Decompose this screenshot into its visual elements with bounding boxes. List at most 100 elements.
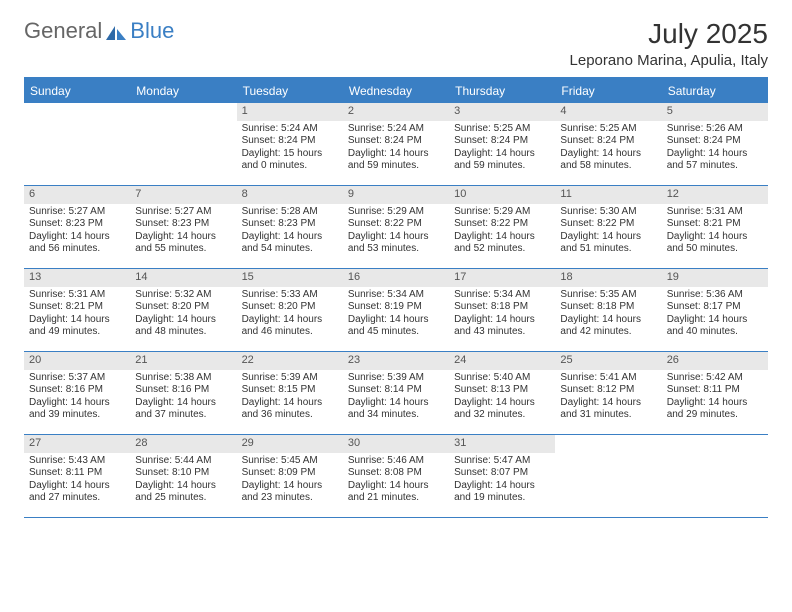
weekday-header: Sunday <box>24 79 130 103</box>
day-cell <box>130 103 236 185</box>
day-cell: 25Sunrise: 5:41 AMSunset: 8:12 PMDayligh… <box>555 352 661 434</box>
day-line: Daylight: 14 hours <box>667 397 763 410</box>
day-line: Sunset: 8:12 PM <box>560 384 656 397</box>
day-content: Sunrise: 5:25 AMSunset: 8:24 PMDaylight:… <box>555 121 661 177</box>
day-line: Daylight: 14 hours <box>667 231 763 244</box>
page-title: July 2025 <box>570 18 768 50</box>
day-line: and 19 minutes. <box>454 492 550 505</box>
day-line: Sunrise: 5:25 AM <box>560 123 656 136</box>
day-line: Sunrise: 5:34 AM <box>348 289 444 302</box>
day-line: and 45 minutes. <box>348 326 444 339</box>
logo-text-1: General <box>24 18 102 44</box>
day-line: Sunset: 8:24 PM <box>454 135 550 148</box>
day-line: Daylight: 14 hours <box>454 480 550 493</box>
day-line: Daylight: 14 hours <box>29 480 125 493</box>
day-line: Daylight: 15 hours <box>242 148 338 161</box>
day-line: and 25 minutes. <box>135 492 231 505</box>
day-content: Sunrise: 5:44 AMSunset: 8:10 PMDaylight:… <box>130 453 236 509</box>
day-line: Sunset: 8:21 PM <box>667 218 763 231</box>
day-line: and 48 minutes. <box>135 326 231 339</box>
day-number: 5 <box>662 103 768 121</box>
day-number: 4 <box>555 103 661 121</box>
day-cell: 30Sunrise: 5:46 AMSunset: 8:08 PMDayligh… <box>343 435 449 517</box>
day-line: Daylight: 14 hours <box>667 314 763 327</box>
day-number: 9 <box>343 186 449 204</box>
day-line: Sunset: 8:13 PM <box>454 384 550 397</box>
day-number: 29 <box>237 435 343 453</box>
day-line: Sunset: 8:22 PM <box>454 218 550 231</box>
day-content: Sunrise: 5:43 AMSunset: 8:11 PMDaylight:… <box>24 453 130 509</box>
day-number: 26 <box>662 352 768 370</box>
day-line: Daylight: 14 hours <box>348 148 444 161</box>
day-cell: 24Sunrise: 5:40 AMSunset: 8:13 PMDayligh… <box>449 352 555 434</box>
day-line: Daylight: 14 hours <box>348 397 444 410</box>
day-number: 31 <box>449 435 555 453</box>
day-line: Sunrise: 5:33 AM <box>242 289 338 302</box>
day-content: Sunrise: 5:47 AMSunset: 8:07 PMDaylight:… <box>449 453 555 509</box>
day-cell: 5Sunrise: 5:26 AMSunset: 8:24 PMDaylight… <box>662 103 768 185</box>
weekday-header: Saturday <box>662 79 768 103</box>
day-number: 6 <box>24 186 130 204</box>
day-line: Sunrise: 5:30 AM <box>560 206 656 219</box>
day-line: Daylight: 14 hours <box>348 480 444 493</box>
day-line: Sunset: 8:23 PM <box>29 218 125 231</box>
day-content: Sunrise: 5:37 AMSunset: 8:16 PMDaylight:… <box>24 370 130 426</box>
day-cell: 2Sunrise: 5:24 AMSunset: 8:24 PMDaylight… <box>343 103 449 185</box>
page: General Blue July 2025 Leporano Marina, … <box>0 0 792 536</box>
day-number: 18 <box>555 269 661 287</box>
day-content: Sunrise: 5:29 AMSunset: 8:22 PMDaylight:… <box>343 204 449 260</box>
day-content: Sunrise: 5:25 AMSunset: 8:24 PMDaylight:… <box>449 121 555 177</box>
day-line: Sunrise: 5:44 AM <box>135 455 231 468</box>
day-line: Daylight: 14 hours <box>135 397 231 410</box>
day-number: 21 <box>130 352 236 370</box>
day-line: Daylight: 14 hours <box>560 397 656 410</box>
day-line: Sunrise: 5:25 AM <box>454 123 550 136</box>
day-content: Sunrise: 5:26 AMSunset: 8:24 PMDaylight:… <box>662 121 768 177</box>
day-line: Sunrise: 5:43 AM <box>29 455 125 468</box>
day-line: and 31 minutes. <box>560 409 656 422</box>
day-line: and 52 minutes. <box>454 243 550 256</box>
day-content: Sunrise: 5:29 AMSunset: 8:22 PMDaylight:… <box>449 204 555 260</box>
day-line: Sunrise: 5:38 AM <box>135 372 231 385</box>
day-cell: 10Sunrise: 5:29 AMSunset: 8:22 PMDayligh… <box>449 186 555 268</box>
day-cell: 21 Sunrise: 5:38 AMSunset: 8:16 PMDayligh… <box>130 352 236 434</box>
day-line: Sunset: 8:08 PM <box>348 467 444 480</box>
day-line: Sunset: 8:16 PM <box>29 384 125 397</box>
day-cell: 28Sunrise: 5:44 AMSunset: 8:10 PMDayligh… <box>130 435 236 517</box>
day-number: 10 <box>449 186 555 204</box>
day-line: and 29 minutes. <box>667 409 763 422</box>
day-line: Sunrise: 5:47 AM <box>454 455 550 468</box>
day-line: Daylight: 14 hours <box>29 314 125 327</box>
weekday-header: Wednesday <box>343 79 449 103</box>
day-line: and 46 minutes. <box>242 326 338 339</box>
day-number: 23 <box>343 352 449 370</box>
day-line: Sunset: 8:09 PM <box>242 467 338 480</box>
day-line: and 56 minutes. <box>29 243 125 256</box>
day-number: 17 <box>449 269 555 287</box>
logo-sail-icon <box>104 22 128 40</box>
day-number: 14 <box>130 269 236 287</box>
day-line: Sunset: 8:20 PM <box>242 301 338 314</box>
day-number: 19 <box>662 269 768 287</box>
logo: General Blue <box>24 18 174 44</box>
day-cell: 29Sunrise: 5:45 AMSunset: 8:09 PMDayligh… <box>237 435 343 517</box>
day-content: Sunrise: 5:30 AMSunset: 8:22 PMDaylight:… <box>555 204 661 260</box>
day-line: and 43 minutes. <box>454 326 550 339</box>
day-content: Sunrise: 5:35 AMSunset: 8:18 PMDaylight:… <box>555 287 661 343</box>
day-line: Daylight: 14 hours <box>29 231 125 244</box>
day-line: Sunset: 8:16 PM <box>135 384 231 397</box>
day-cell: 20Sunrise: 5:37 AMSunset: 8:16 PMDayligh… <box>24 352 130 434</box>
day-line: Sunset: 8:11 PM <box>29 467 125 480</box>
day-number: 28 <box>130 435 236 453</box>
day-number: 7 <box>130 186 236 204</box>
day-number: 1 <box>237 103 343 121</box>
day-line: Sunset: 8:23 PM <box>135 218 231 231</box>
day-cell: 17Sunrise: 5:34 AMSunset: 8:18 PMDayligh… <box>449 269 555 351</box>
day-line: Sunrise: 5:31 AM <box>29 289 125 302</box>
day-line: and 23 minutes. <box>242 492 338 505</box>
day-line: Daylight: 14 hours <box>560 314 656 327</box>
day-line: Sunrise: 5:37 AM <box>29 372 125 385</box>
day-cell: 11Sunrise: 5:30 AMSunset: 8:22 PMDayligh… <box>555 186 661 268</box>
day-line: and 34 minutes. <box>348 409 444 422</box>
day-number: 12 <box>662 186 768 204</box>
